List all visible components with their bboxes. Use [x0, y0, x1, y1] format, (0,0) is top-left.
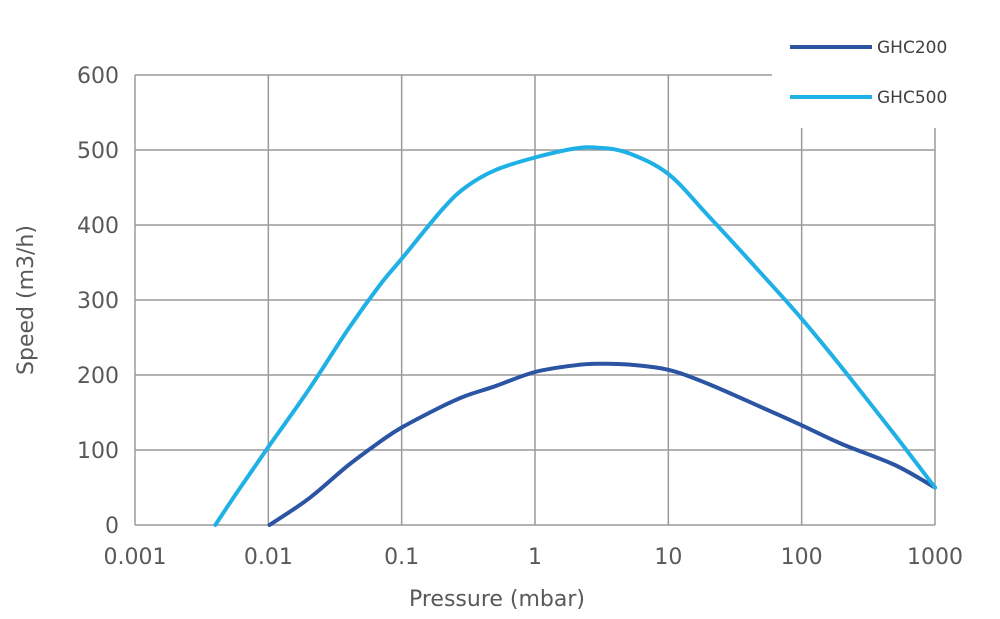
y-axis-title: Speed (m3/h): [14, 225, 39, 375]
y-tick-label: 400: [77, 214, 119, 239]
series-line-ghc200: [267, 361, 937, 527]
y-tick-label: 300: [77, 289, 119, 314]
x-tick-label: 1000: [907, 545, 963, 570]
y-tick-label: 100: [77, 439, 119, 464]
y-tick-label: 500: [77, 139, 119, 164]
x-tick-label: 0.1: [384, 545, 419, 570]
x-tick-label: 0.01: [244, 545, 293, 570]
legend: GHC200 GHC500: [772, 24, 962, 128]
y-tick-label: 200: [77, 364, 119, 389]
legend-label-ghc200: GHC200: [877, 38, 947, 58]
x-tick-labels: 0.001 0.01 0.1 1 10 100 1000: [104, 545, 963, 570]
x-tick-label: 10: [654, 545, 682, 570]
legend-label-ghc500: GHC500: [877, 88, 947, 108]
series-lines: [213, 145, 937, 527]
x-tick-label: 0.001: [104, 545, 167, 570]
series-line-ghc500: [213, 145, 937, 527]
x-tick-label: 100: [781, 545, 823, 570]
y-tick-labels: 0 100 200 300 400 500 600: [77, 64, 119, 539]
x-axis-title: Pressure (mbar): [409, 587, 585, 612]
y-tick-label: 0: [105, 514, 119, 539]
grid-lines: [134, 74, 936, 526]
x-tick-label: 1: [528, 545, 542, 570]
y-tick-label: 600: [77, 64, 119, 89]
legend-background: [772, 24, 962, 128]
